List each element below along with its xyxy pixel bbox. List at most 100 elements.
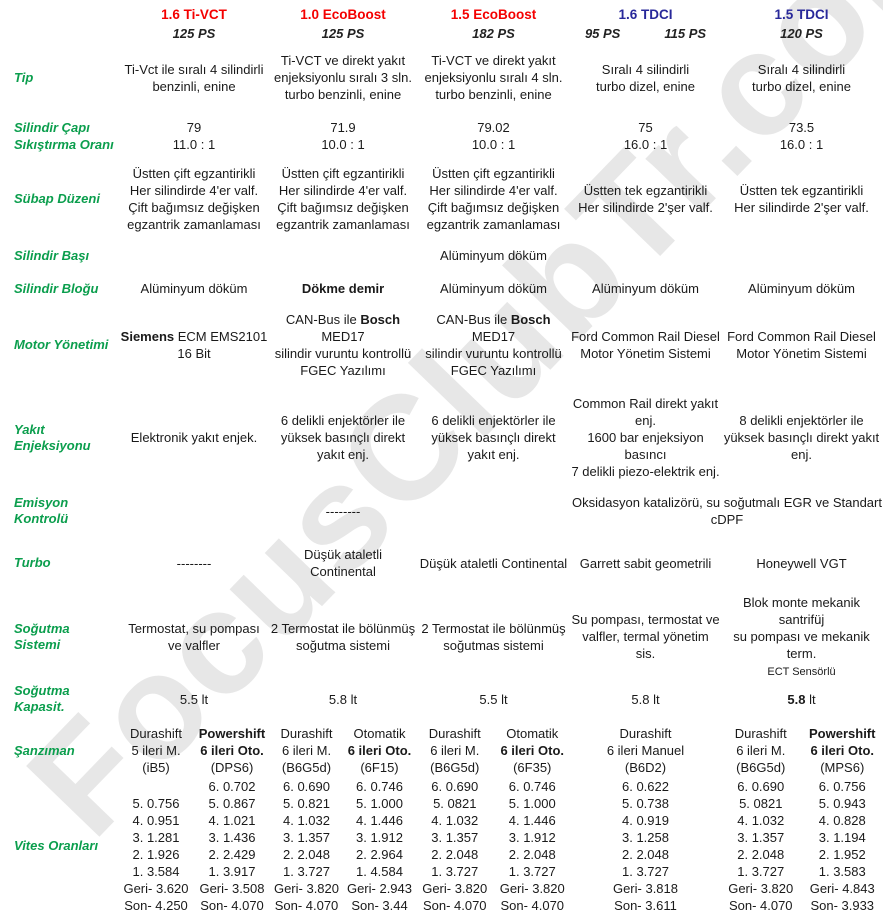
cell-block-2: Alüminyum döküm bbox=[416, 280, 571, 297]
cell-capacity-4: 5.8 lt bbox=[720, 691, 883, 708]
engine-header-4: 1.5 TDCI 120 PS bbox=[720, 6, 883, 42]
small-note: ECT Sensörlü bbox=[767, 666, 835, 679]
row-emission: Emisyon Kontrolü -------- Oksidasyon katal… bbox=[0, 494, 883, 528]
cell-emission-3: Oksidasyon katalizörü, su soğutmalı EGR … bbox=[571, 494, 883, 528]
cell-compression-3: 16.0 : 1 bbox=[571, 136, 720, 153]
row-label: Vites Oranları bbox=[0, 838, 118, 854]
cell-turbo-2: Düşük ataletli Continental bbox=[416, 555, 571, 572]
engine-name: 1.5 EcoBoost bbox=[416, 6, 571, 23]
cell-block-0: Alüminyum döküm bbox=[118, 280, 270, 297]
cell-bore-4: 73.5 bbox=[720, 119, 883, 136]
cell-capacity-1: 5.8 lt bbox=[270, 691, 416, 708]
cell-bore-1: 71.9 bbox=[270, 119, 416, 136]
row-label: Silindir Bloğu bbox=[0, 281, 118, 297]
row-label: Yakıt Enjeksiyonu bbox=[0, 422, 118, 454]
row-label: Sübap Düzeni bbox=[0, 191, 118, 207]
power-value: 182 PS bbox=[472, 25, 515, 42]
cell-turbo-0: -------- bbox=[118, 555, 270, 572]
row-label: Turbo bbox=[0, 555, 118, 571]
row-label: Soğutma Sistemi bbox=[0, 621, 118, 653]
cell-capacity-2: 5.5 lt bbox=[416, 691, 571, 708]
cell-compression-2: 10.0 : 1 bbox=[416, 136, 571, 153]
row-label: Emisyon Kontrolü bbox=[0, 495, 118, 527]
engine-name: 1.5 TDCI bbox=[720, 6, 883, 23]
power-value: 125 PS bbox=[322, 25, 365, 42]
power-value: 120 PS bbox=[780, 25, 823, 42]
cell-turbo-1: Düşük ataletli Continental bbox=[270, 546, 416, 580]
engine-power: 182 PS bbox=[416, 25, 571, 42]
cell-injection-3: Common Rail direkt yakıt enj.1600 bar en… bbox=[571, 395, 720, 480]
engine-name: 1.0 EcoBoost bbox=[270, 6, 416, 23]
cell-turbo-3: Garrett sabit geometrili bbox=[571, 555, 720, 572]
row-label: Sıkıştırma Oranı bbox=[0, 137, 118, 153]
cell-block-1: Dökme demir bbox=[270, 280, 416, 297]
cell-capacity-3: 5.8 lt bbox=[571, 691, 720, 708]
cell-compression-1: 10.0 : 1 bbox=[270, 136, 416, 153]
cell-block-4: Alüminyum döküm bbox=[720, 280, 883, 297]
cell-emission-1: -------- bbox=[270, 503, 416, 520]
cell-bore-0: 79 bbox=[118, 119, 270, 136]
cell-block-3: Alüminyum döküm bbox=[571, 280, 720, 297]
cell-compression-0: 11.0 : 1 bbox=[118, 136, 270, 153]
engine-header-2: 1.5 EcoBoost 182 PS bbox=[416, 6, 571, 42]
engine-power: 125 PS bbox=[270, 25, 416, 42]
row-label: Şanzıman bbox=[0, 743, 118, 759]
cell-compression-4: 16.0 : 1 bbox=[720, 136, 883, 153]
cell-bore-3: 75 bbox=[571, 119, 720, 136]
cell-injection-0: Elektronik yakıt enjek. bbox=[118, 429, 270, 446]
engine-power: 125 PS bbox=[118, 25, 270, 42]
row-label: Tip bbox=[0, 70, 118, 86]
